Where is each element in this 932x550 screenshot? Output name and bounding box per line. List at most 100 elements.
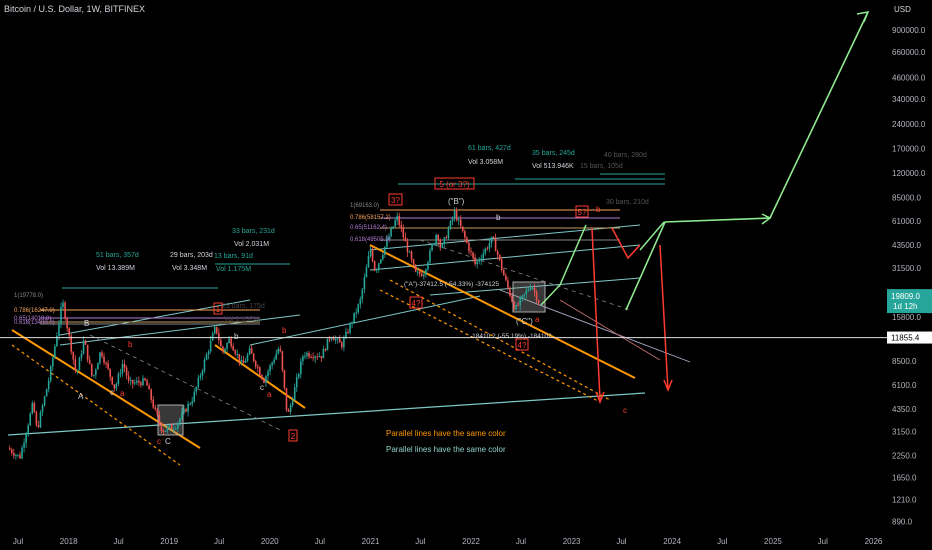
bar-volume-label: Vol 13.389M [96, 265, 135, 272]
price-tick-label: 61000.0 [892, 217, 921, 226]
bar-count-label: 15 bars, 105d [580, 163, 623, 170]
last-price-countdown: 1d 12h [893, 302, 917, 311]
candle-body [353, 312, 355, 323]
last-price-label: 19809.0 [891, 292, 920, 301]
wave-label: b [282, 326, 287, 335]
candle-body [99, 352, 101, 364]
wave-label: b [496, 213, 501, 222]
candle-body [179, 418, 181, 423]
candle-body [82, 340, 85, 354]
candle-body [158, 415, 161, 424]
candle-body [511, 295, 513, 302]
candle-body [537, 300, 540, 303]
candle-body [302, 356, 304, 362]
candle-body [43, 396, 46, 406]
candle-body [148, 385, 150, 390]
candle-body [443, 237, 446, 244]
candle-body [388, 236, 390, 240]
candle-body [39, 412, 42, 427]
wave-label-boxed: 4? [412, 299, 421, 308]
bar-count-label: 33 bars, 231d [232, 228, 275, 235]
time-tick-label: Jul [315, 537, 325, 546]
time-tick-label: 2021 [362, 537, 380, 546]
candle-body [466, 237, 468, 243]
candle-body [97, 363, 99, 370]
candle-body [129, 379, 132, 381]
candle-body [209, 340, 212, 352]
projection-arrow [639, 221, 665, 251]
candle-body [224, 348, 226, 352]
candle-body [482, 253, 485, 259]
time-tick-label: Jul [616, 537, 626, 546]
candle-body [181, 412, 183, 419]
candle-body [250, 348, 253, 354]
wave-label-boxed: 2 [291, 432, 296, 441]
wave-label: c [260, 383, 264, 392]
candle-body [410, 251, 413, 260]
candle-body [447, 228, 450, 239]
time-tick-label: Jul [516, 537, 526, 546]
candle-body [197, 377, 200, 387]
bar-volume-label: Vol 1.175M [216, 266, 251, 273]
note-teal: Parallel lines have the same color [386, 445, 506, 454]
price-tick-label: 1650.0 [892, 474, 917, 483]
candle-body [437, 234, 439, 241]
price-tick-label: 120000.0 [892, 169, 926, 178]
candle-body [289, 405, 292, 412]
bar-count-label: 25 bars, 175d [222, 303, 265, 310]
time-tick-label: Jul [214, 537, 224, 546]
candle-body [379, 259, 382, 264]
candle-body [484, 248, 487, 254]
candle-body [164, 430, 167, 432]
candle-body [17, 454, 19, 456]
candle-body [449, 221, 452, 229]
candle-body [232, 346, 234, 351]
candle-body [343, 338, 345, 348]
candle-body [396, 215, 398, 221]
candle-body [154, 407, 157, 410]
candle-body [23, 443, 25, 448]
candle-body [56, 335, 58, 347]
candle-body [107, 363, 109, 369]
candle-body [306, 353, 308, 356]
candle-body [431, 244, 433, 251]
candle-body [472, 252, 474, 258]
wave-label-box [515, 338, 529, 351]
bar-count-label: 35 bars, 245d [532, 150, 575, 157]
candle-body [228, 338, 230, 344]
candle-body [127, 375, 130, 381]
candle-body [496, 251, 499, 255]
wave-label: A [78, 392, 84, 401]
bar-volume-label: Vol 2.031M [234, 241, 269, 248]
candle-body [103, 356, 105, 363]
candle-body [382, 254, 384, 260]
candle-body [310, 356, 312, 358]
candle-body [427, 262, 429, 270]
bar-count-label: 61 bars, 427d [468, 145, 511, 152]
candle-body [172, 428, 175, 430]
candle-body [384, 246, 386, 255]
candle-body [322, 349, 325, 359]
wave-label: c [157, 437, 161, 446]
time-axis[interactable]: Jul 2018 Jul 2019 Jul 2020 Jul 2021 Jul 2022 Jul 20… [13, 537, 883, 546]
candle-body [355, 312, 357, 314]
candle-body [521, 295, 524, 299]
candle-body [398, 215, 401, 226]
candle-body [125, 367, 128, 376]
candle-body [332, 337, 335, 341]
candle-body [377, 263, 380, 270]
wave-label: a [267, 390, 272, 399]
candle-body [345, 331, 347, 339]
candle-body [25, 434, 27, 444]
candle-body [338, 338, 341, 343]
price-tick-label: 900000.0 [892, 26, 926, 35]
time-tick-label: Jul [113, 537, 123, 546]
candle-body [361, 289, 364, 300]
highlight-box [512, 281, 546, 313]
candle-body [371, 248, 374, 262]
candle-body [203, 359, 206, 371]
candle-body [513, 301, 515, 310]
